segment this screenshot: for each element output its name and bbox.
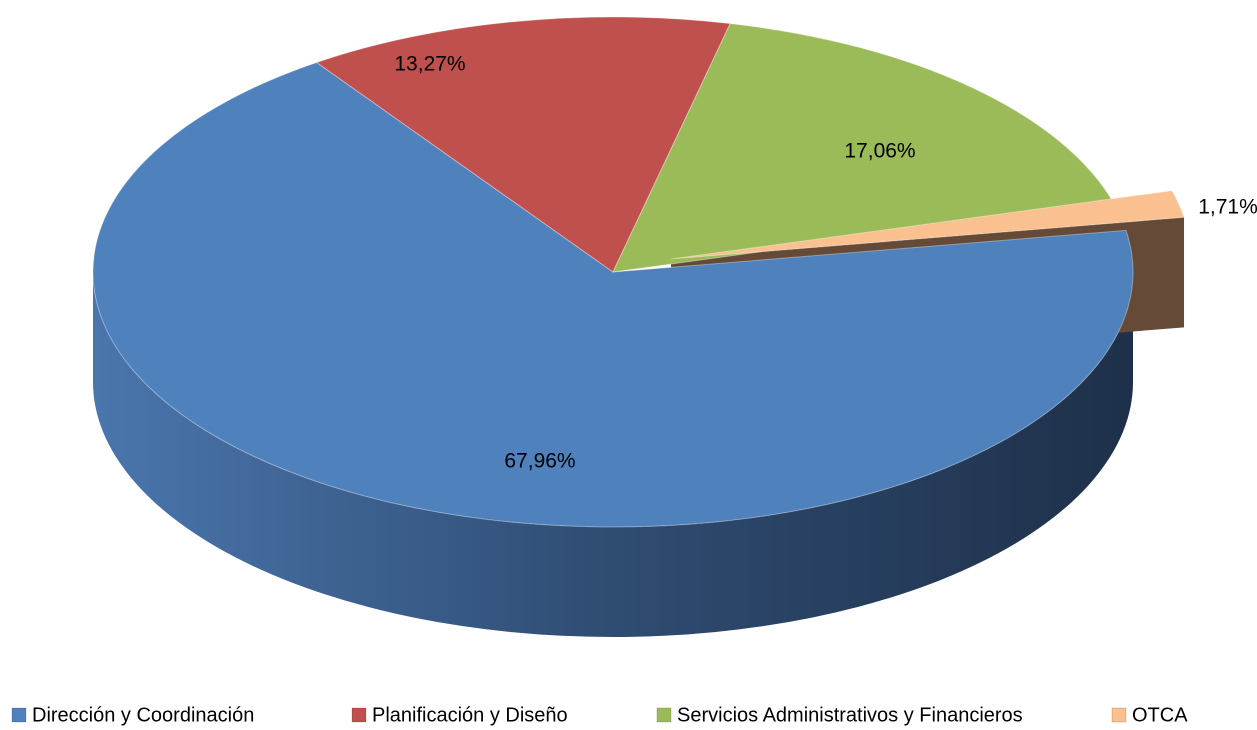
- legend-swatch: [1111, 707, 1127, 723]
- legend: Dirección y Coordinación Planificación y …: [11, 704, 1188, 726]
- data-label: 13,27%: [394, 53, 465, 76]
- slice: [612, 23, 1115, 273]
- data-labels: 67,96% 13,27% 17,06% 1,71%: [394, 53, 1257, 473]
- data-label: 17,06%: [844, 140, 915, 163]
- legend-swatch: [11, 707, 27, 723]
- slice: [670, 190, 1185, 260]
- pie-tops: [92, 16, 1185, 528]
- legend-label: OTCA: [1132, 704, 1188, 726]
- legend-label: Servicios Administrativos y Financieros: [677, 704, 1023, 726]
- slice-side: [93, 272, 1133, 637]
- data-label: 67,96%: [504, 450, 575, 473]
- slice: [92, 61, 1134, 528]
- legend-swatch: [656, 707, 672, 723]
- legend-label: Dirección y Coordinación: [32, 704, 254, 726]
- slice: [315, 16, 731, 273]
- data-label: 1,71%: [1198, 196, 1257, 219]
- legend-swatch: [351, 707, 367, 723]
- legend-label: Planificación y Diseño: [372, 704, 568, 726]
